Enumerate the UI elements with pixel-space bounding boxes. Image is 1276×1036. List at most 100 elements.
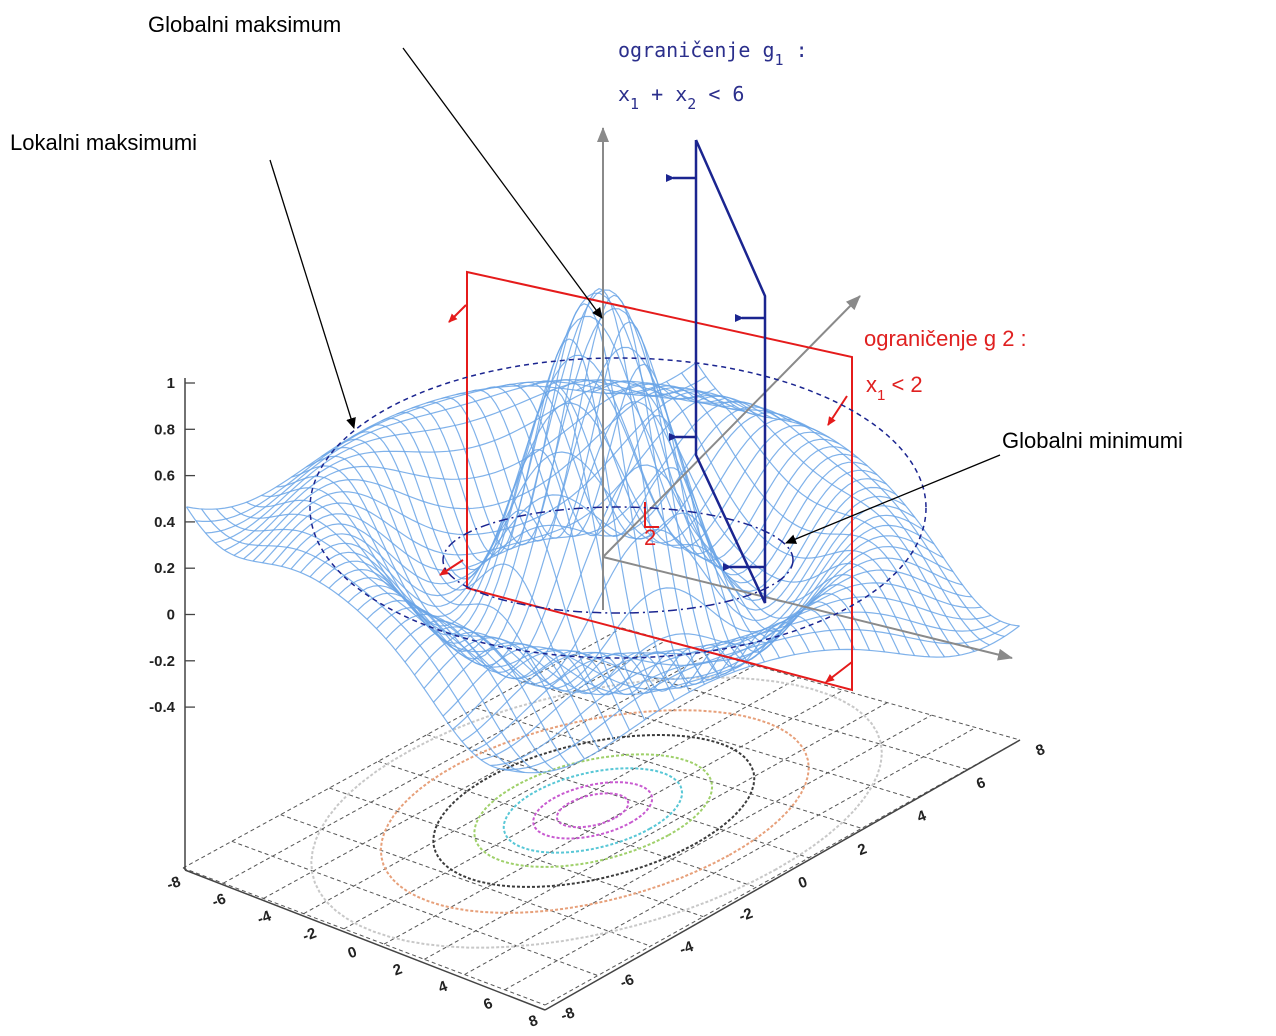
x2-axis-arrow — [602, 295, 861, 558]
constraint-g2-line2: x1 < 2 — [866, 372, 923, 404]
constraint-g2-line1: ograničenje g 2 : — [864, 326, 1027, 351]
floor-grid-line — [280, 814, 651, 947]
floor-contour — [555, 792, 630, 829]
z-tick-label: 0.6 — [154, 468, 175, 485]
y-tick-label: -8 — [559, 1004, 577, 1025]
global-min-ellipse — [442, 506, 794, 614]
z-tick-label: 0.8 — [154, 421, 175, 438]
mesh-line — [501, 383, 826, 662]
floor-grid-line — [303, 664, 755, 915]
mesh-line — [480, 596, 992, 761]
floor-contour — [473, 753, 714, 868]
x-tick-label: 4 — [436, 977, 450, 996]
mesh-line — [262, 395, 773, 564]
floor-grid-line — [182, 867, 546, 1006]
y-tick-label: -4 — [677, 938, 696, 959]
mesh-line — [224, 380, 735, 551]
constraint-g1-line1: ograničenje g1 : — [618, 38, 808, 69]
mesh-line — [531, 380, 856, 650]
floor-contour — [432, 733, 756, 888]
mesh-line — [186, 361, 697, 510]
floor-grid-line — [573, 654, 968, 770]
z-tick-label: 1 — [167, 375, 175, 392]
mesh-line — [546, 379, 871, 651]
z-axis — [184, 378, 1021, 1011]
y-tick-label: -2 — [737, 905, 755, 926]
x-tick-label: 8 — [527, 1012, 541, 1031]
floor-grid-line — [329, 787, 704, 918]
floor-contour — [502, 767, 684, 854]
floor-grid-line — [377, 760, 757, 888]
floor-grid-line — [621, 627, 1021, 741]
z-tick-label: 0 — [167, 607, 175, 624]
floor-grid-line — [182, 627, 623, 869]
z-tick-labels: 1 0.8 0.6 0.4 0.2 0 -0.2 -0.4 — [149, 375, 195, 716]
mesh-line — [321, 446, 646, 721]
mesh-line — [243, 386, 754, 560]
y-tick-label: -6 — [618, 971, 636, 992]
mesh-line — [456, 294, 781, 681]
surface-mesh — [185, 288, 1020, 774]
global-min-label: Globalni minimumi — [1002, 428, 1183, 453]
floor-contours — [310, 676, 883, 949]
x-tick-label: -2 — [300, 925, 318, 946]
floor-grid-line — [383, 689, 844, 945]
x-tick-label: -6 — [210, 890, 228, 911]
constraint-g1-plane — [666, 139, 767, 604]
mesh-line — [281, 406, 792, 585]
mesh-line — [214, 379, 726, 544]
floor-grid-line — [426, 734, 810, 859]
mesh-line — [300, 418, 811, 607]
mesh-line — [461, 569, 973, 742]
x-tick-label: 0 — [346, 943, 360, 962]
x-tick-label: -4 — [255, 907, 274, 928]
z-tick-label: -0.2 — [149, 653, 175, 670]
y-tick-label: 8 — [1034, 741, 1048, 760]
mesh-line — [621, 385, 945, 658]
mesh-line — [486, 363, 811, 669]
x1-axis-arrow — [602, 556, 1013, 661]
z-tick-label: -0.4 — [149, 699, 176, 716]
floor-grid — [182, 627, 1021, 1006]
local-max-arrow — [269, 159, 356, 429]
floor-grid-line — [464, 714, 932, 975]
mesh-line — [509, 625, 1020, 774]
floor-grid-line — [524, 680, 915, 800]
mesh-line — [695, 362, 1020, 627]
global-max-arrow — [402, 47, 603, 319]
mesh-line — [576, 379, 901, 655]
annotation-arrows — [269, 47, 1001, 544]
floor-contour — [379, 709, 810, 914]
x-tick-labels: -8 -6 -4 -2 0 2 4 6 8 — [165, 873, 541, 1031]
floor-grid-line — [475, 707, 862, 829]
mesh-line — [195, 375, 707, 522]
constraint-g1-line2: x1 + x2 < 6 — [618, 82, 744, 113]
z-tick-label: 0.4 — [154, 514, 176, 531]
floor-grid-line — [343, 677, 800, 930]
floor-grid-line — [263, 652, 711, 899]
x2-marker-label: 2 — [644, 525, 656, 550]
global-min-arrow — [785, 454, 1001, 544]
floor-contour — [310, 676, 883, 949]
mesh-line — [319, 354, 830, 627]
mesh-line — [636, 389, 960, 656]
mesh-line — [651, 387, 975, 652]
y-tick-labels: 8 6 4 2 0 -2 -4 -6 -8 — [559, 741, 1048, 1025]
floor-grid-line — [424, 702, 888, 960]
mesh-line — [205, 379, 716, 534]
local-max-ellipse — [309, 357, 927, 659]
mesh-line — [328, 315, 840, 636]
constraint-g2-plane — [439, 270, 853, 692]
z-tick-label: 0.2 — [154, 560, 175, 577]
local-max-label: Lokalni maksimumi — [10, 130, 197, 155]
global-max-label: Globalni maksimum — [148, 12, 341, 37]
y-tick-label: 4 — [915, 807, 929, 826]
y-tick-label: 0 — [796, 873, 810, 892]
mesh-line — [561, 378, 886, 653]
floor-contour — [532, 781, 654, 840]
x-tick-label: 6 — [481, 995, 495, 1014]
x-tick-label: 2 — [391, 961, 405, 980]
mesh-line — [681, 372, 1005, 637]
mesh-line — [666, 381, 990, 646]
